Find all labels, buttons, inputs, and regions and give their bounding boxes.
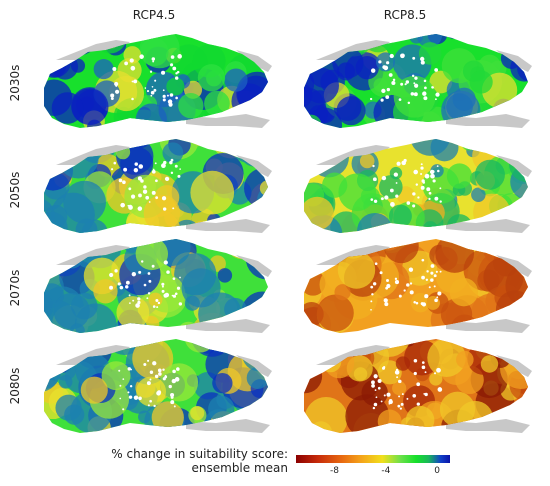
legend-tick-0: 0	[434, 466, 441, 476]
legend-title-line1: % change in suitability score:	[111, 447, 288, 461]
outside-region-grey	[56, 145, 272, 233]
map-rcp85-2030s	[296, 30, 532, 130]
legend-title: % change in suitability score: ensemble …	[100, 447, 288, 475]
legend-tick-minus4: -4	[381, 466, 391, 476]
outside-region-grey	[56, 345, 272, 433]
suitability-field	[304, 139, 528, 233]
outside-region-grey	[316, 40, 532, 128]
map-rcp85-2070s	[296, 235, 532, 335]
outside-region-grey	[56, 40, 272, 128]
row-label-2050s: 2050s	[8, 171, 22, 209]
column-title-rcp45: RCP4.5	[132, 8, 176, 22]
outside-region-grey	[316, 145, 532, 233]
outside-region-grey	[56, 245, 272, 333]
legend-tick-minus8: -8	[330, 466, 339, 476]
legend-colorbar	[296, 455, 450, 463]
suitability-field	[44, 34, 268, 128]
map-rcp85-2080s	[296, 335, 532, 435]
suitability-field	[44, 139, 268, 233]
row-label-2030s: 2030s	[8, 64, 22, 102]
column-title-rcp85: RCP8.5	[383, 8, 427, 22]
map-rcp45-2080s	[36, 335, 272, 435]
outside-region-grey	[316, 245, 532, 333]
map-rcp85-2050s	[296, 135, 532, 235]
row-label-2070s: 2070s	[8, 269, 22, 307]
outside-region-grey	[316, 345, 532, 433]
map-rcp45-2030s	[36, 30, 272, 130]
row-label-2080s: 2080s	[8, 367, 22, 405]
map-rcp45-2050s	[36, 135, 272, 235]
map-rcp45-2070s	[36, 235, 272, 335]
legend-title-line2: ensemble mean	[191, 461, 289, 475]
